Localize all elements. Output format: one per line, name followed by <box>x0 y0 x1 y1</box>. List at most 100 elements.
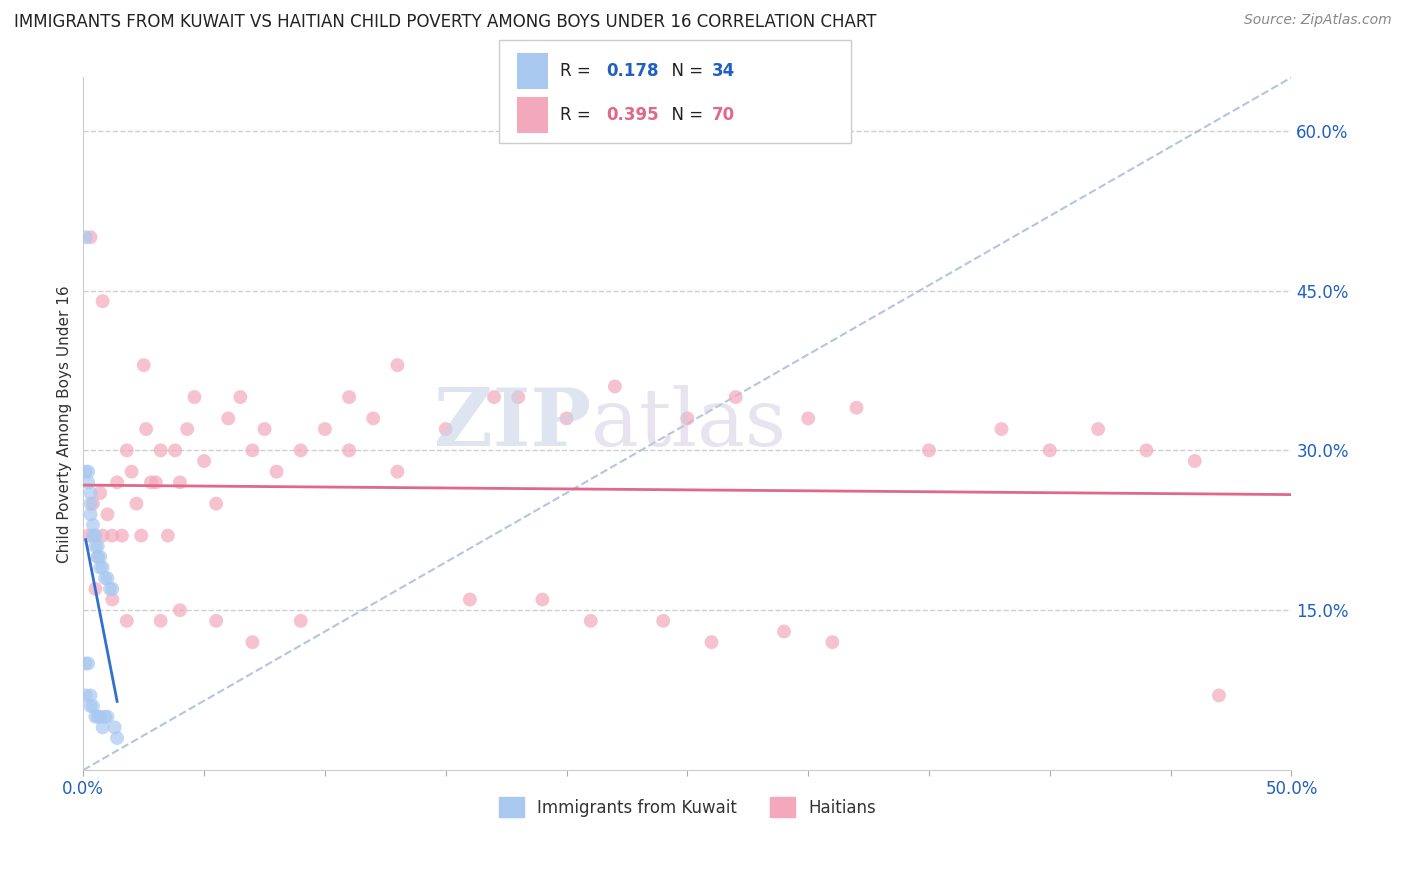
Point <box>387 358 409 372</box>
Point <box>990 422 1012 436</box>
Point <box>79 508 101 522</box>
Text: 0.178: 0.178 <box>606 62 658 79</box>
Point <box>555 411 578 425</box>
Point <box>176 422 198 436</box>
Point <box>84 528 107 542</box>
Point <box>242 443 264 458</box>
Point <box>314 422 336 436</box>
Point <box>458 592 481 607</box>
Point <box>169 603 191 617</box>
Point <box>700 635 723 649</box>
Point <box>89 486 111 500</box>
Point <box>337 443 360 458</box>
Point <box>290 614 312 628</box>
Point <box>165 443 187 458</box>
Point <box>229 390 252 404</box>
Point <box>79 486 101 500</box>
Point <box>579 614 602 628</box>
Point <box>149 614 172 628</box>
Point <box>94 571 117 585</box>
Point <box>79 230 101 244</box>
Point <box>79 699 101 714</box>
Point <box>77 657 100 671</box>
Point <box>205 497 228 511</box>
Text: 0.395: 0.395 <box>606 106 658 124</box>
Point <box>1135 443 1157 458</box>
Point <box>77 465 100 479</box>
Point <box>96 508 118 522</box>
Text: ZIP: ZIP <box>433 384 591 463</box>
Point <box>508 390 530 404</box>
Point <box>82 699 104 714</box>
Point <box>1208 689 1230 703</box>
Point <box>724 390 747 404</box>
Point <box>96 571 118 585</box>
Point <box>82 517 104 532</box>
Point <box>253 422 276 436</box>
Point <box>82 497 104 511</box>
Point <box>75 230 97 244</box>
Point <box>434 422 457 436</box>
Text: N =: N = <box>661 62 709 79</box>
Point <box>149 443 172 458</box>
Point <box>1039 443 1062 458</box>
Point <box>111 528 134 542</box>
Point <box>94 710 117 724</box>
Point <box>361 411 384 425</box>
Text: Source: ZipAtlas.com: Source: ZipAtlas.com <box>1244 13 1392 28</box>
Point <box>242 635 264 649</box>
Point <box>105 475 128 490</box>
Point <box>91 528 114 542</box>
Point <box>104 720 127 734</box>
Point <box>845 401 868 415</box>
Point <box>75 657 97 671</box>
Point <box>132 358 155 372</box>
Point <box>77 475 100 490</box>
Point <box>82 528 104 542</box>
Text: R =: R = <box>560 62 596 79</box>
Text: N =: N = <box>661 106 709 124</box>
Point <box>135 422 157 436</box>
Point <box>91 560 114 574</box>
Y-axis label: Child Poverty Among Boys Under 16: Child Poverty Among Boys Under 16 <box>58 285 72 563</box>
Legend: Immigrants from Kuwait, Haitians: Immigrants from Kuwait, Haitians <box>492 790 883 824</box>
Point <box>89 549 111 564</box>
Point <box>139 475 162 490</box>
Point <box>266 465 288 479</box>
Point <box>652 614 675 628</box>
Text: 34: 34 <box>711 62 735 79</box>
Point <box>1087 422 1109 436</box>
Point <box>79 497 101 511</box>
Point <box>101 528 124 542</box>
Point <box>193 454 215 468</box>
Point <box>84 710 107 724</box>
Point <box>84 582 107 596</box>
Point <box>89 710 111 724</box>
Point <box>603 379 626 393</box>
Point <box>87 549 110 564</box>
Point <box>183 390 205 404</box>
Text: atlas: atlas <box>591 384 786 463</box>
Point <box>91 720 114 734</box>
Point <box>84 539 107 553</box>
Point <box>145 475 167 490</box>
Point <box>482 390 505 404</box>
Point <box>125 497 148 511</box>
Point <box>105 731 128 745</box>
Point <box>121 465 143 479</box>
Point <box>101 582 124 596</box>
Point <box>115 443 138 458</box>
Point <box>387 465 409 479</box>
Point <box>98 582 121 596</box>
Text: 70: 70 <box>711 106 734 124</box>
Text: R =: R = <box>560 106 596 124</box>
Point <box>96 710 118 724</box>
Point <box>87 539 110 553</box>
Point <box>91 294 114 309</box>
Point <box>918 443 941 458</box>
Point <box>797 411 820 425</box>
Point <box>1184 454 1206 468</box>
Point <box>676 411 699 425</box>
Point <box>156 528 179 542</box>
Point <box>169 475 191 490</box>
